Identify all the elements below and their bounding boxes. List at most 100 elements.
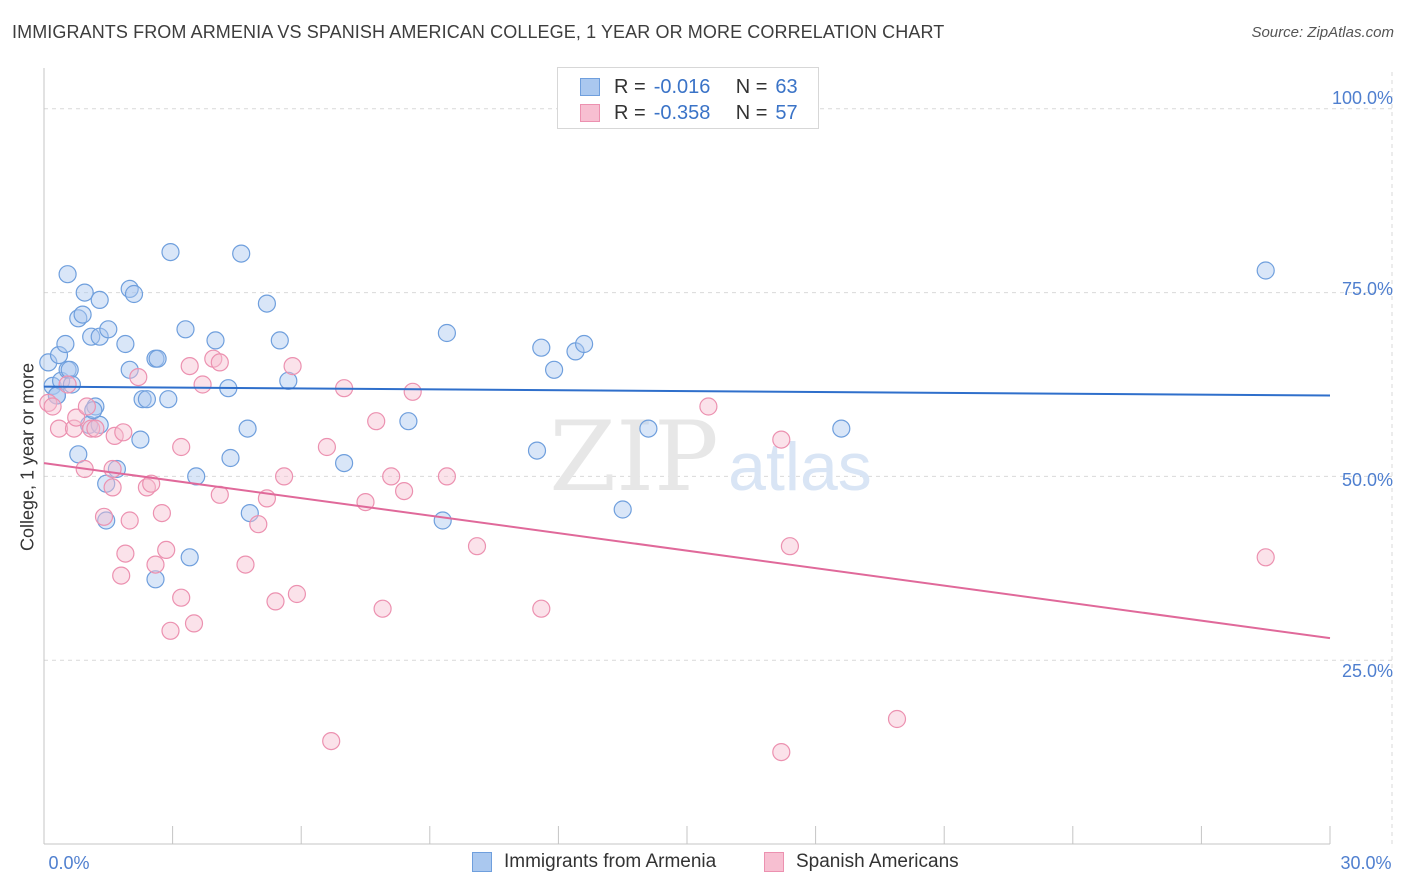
- series-legend-armenia: Immigrants from Armenia: [472, 851, 716, 873]
- blue-data-point: [60, 360, 79, 379]
- pink-trend-line: [43, 462, 1331, 640]
- legend-n-label: N =: [735, 75, 768, 98]
- blue-data-point: [159, 390, 178, 409]
- y-tick-label-100: 100.0%: [1332, 88, 1393, 108]
- series-swatch-blue: [472, 852, 492, 872]
- pink-data-point: [161, 621, 180, 640]
- pink-data-point: [780, 537, 800, 556]
- blue-data-point: [161, 243, 180, 262]
- x-tick-label-min: 0.0%: [48, 853, 89, 873]
- blue-data-point: [437, 323, 456, 343]
- legend-n-value: 57: [775, 101, 798, 124]
- watermark-atlas: atlas: [728, 429, 872, 505]
- y-tick-label-75: 75.0%: [1342, 279, 1393, 299]
- blue-data-point: [99, 320, 118, 339]
- blue-data-point: [116, 334, 135, 354]
- blue-data-point: [49, 346, 69, 365]
- blue-data-point: [257, 294, 276, 313]
- series-label-spanish: Spanish Americans: [796, 851, 959, 872]
- pink-data-point: [180, 357, 199, 376]
- blue-data-point: [131, 430, 150, 449]
- pink-data-point: [249, 515, 268, 534]
- pink-data-point: [114, 423, 133, 442]
- pink-data-point: [120, 511, 139, 530]
- pink-data-point: [152, 503, 171, 523]
- pink-data-point: [373, 599, 392, 618]
- pink-data-point: [112, 566, 131, 585]
- pink-data-point: [103, 459, 122, 479]
- y-axis-title: College, 1 year or more: [17, 362, 38, 552]
- blue-data-point: [124, 284, 144, 304]
- pink-data-point: [103, 478, 122, 497]
- blue-data-point: [133, 390, 152, 409]
- grid-lines: [44, 72, 1393, 844]
- blue-data-point: [399, 412, 418, 431]
- pink-data-point: [172, 437, 191, 457]
- series-legend: Immigrants from Armenia Spanish American…: [0, 851, 1406, 877]
- blue-data-point: [221, 448, 240, 468]
- y-tick-label-25: 25.0%: [1342, 661, 1393, 681]
- blue-data-point: [613, 500, 632, 519]
- pink-data-point: [184, 614, 204, 633]
- blue-data-point: [574, 334, 594, 354]
- legend-n-value: 63: [775, 75, 798, 98]
- blue-data-point: [335, 454, 354, 473]
- blue-data-point: [58, 265, 77, 284]
- pink-data-point: [772, 742, 791, 762]
- pink-data-point: [772, 430, 791, 449]
- blue-trend-line: [43, 385, 1331, 397]
- blue-data-point: [137, 390, 156, 409]
- series-legend-spanish: Spanish Americans: [764, 851, 959, 873]
- pink-data-point: [283, 357, 302, 376]
- blue-data-point: [62, 375, 82, 394]
- pink-data-point: [532, 599, 551, 618]
- blue-data-point: [639, 419, 658, 438]
- pink-data-point: [275, 467, 294, 486]
- legend-row-spanish: R = -0.358 N = 57: [580, 101, 798, 125]
- legend-r-label: R =: [614, 75, 646, 98]
- legend-n-label: N =: [735, 101, 768, 124]
- pink-data-point: [287, 584, 306, 604]
- pink-data-point: [1256, 548, 1275, 567]
- pink-data-point: [403, 382, 422, 401]
- pink-data-point: [43, 397, 62, 416]
- blue-data-point: [146, 570, 165, 589]
- pink-data-point: [382, 467, 401, 486]
- pink-data-point: [193, 375, 212, 394]
- legend-r-value: -0.358: [653, 101, 711, 124]
- blue-data-point: [90, 290, 109, 309]
- pink-data-point: [82, 419, 101, 438]
- tick-labels: 0.0% 30.0% 25.0% 50.0% 75.0% 100.0%: [48, 88, 1393, 873]
- pink-data-point: [49, 419, 69, 438]
- pink-data-point: [887, 709, 907, 729]
- blue-data-point: [238, 419, 257, 438]
- pink-data-point: [266, 592, 285, 611]
- series-swatch-pink: [764, 852, 784, 872]
- x-tick-label-max: 30.0%: [1340, 853, 1391, 873]
- blue-data-point: [56, 334, 75, 354]
- pink-data-point: [699, 397, 718, 416]
- chart-title: IMMIGRANTS FROM ARMENIA VS SPANISH AMERI…: [12, 22, 945, 42]
- pink-data-point: [367, 412, 386, 431]
- y-tick-label-50: 50.0%: [1342, 470, 1393, 490]
- watermark-zip: ZIP: [549, 401, 718, 513]
- pink-data-point: [116, 544, 135, 563]
- pink-data-point: [146, 555, 165, 574]
- pink-data-point: [67, 408, 86, 427]
- axes: [43, 68, 1331, 845]
- blue-data-point: [270, 331, 289, 350]
- pink-data-point: [467, 537, 487, 556]
- blue-data-point: [176, 320, 195, 339]
- pink-data-point: [157, 540, 176, 560]
- correlation-legend: R = -0.016 N = 63 R = -0.358 N = 57: [557, 67, 819, 129]
- pink-data-point: [322, 731, 341, 751]
- legend-swatch-blue: [580, 78, 600, 96]
- pink-data-point: [395, 482, 414, 501]
- blue-data-point: [527, 441, 547, 460]
- pink-data-point: [172, 588, 191, 607]
- pink-data-point: [58, 375, 77, 394]
- blue-data-point: [73, 305, 92, 324]
- blue-data-point: [1256, 261, 1275, 280]
- pink-data-point: [86, 419, 105, 438]
